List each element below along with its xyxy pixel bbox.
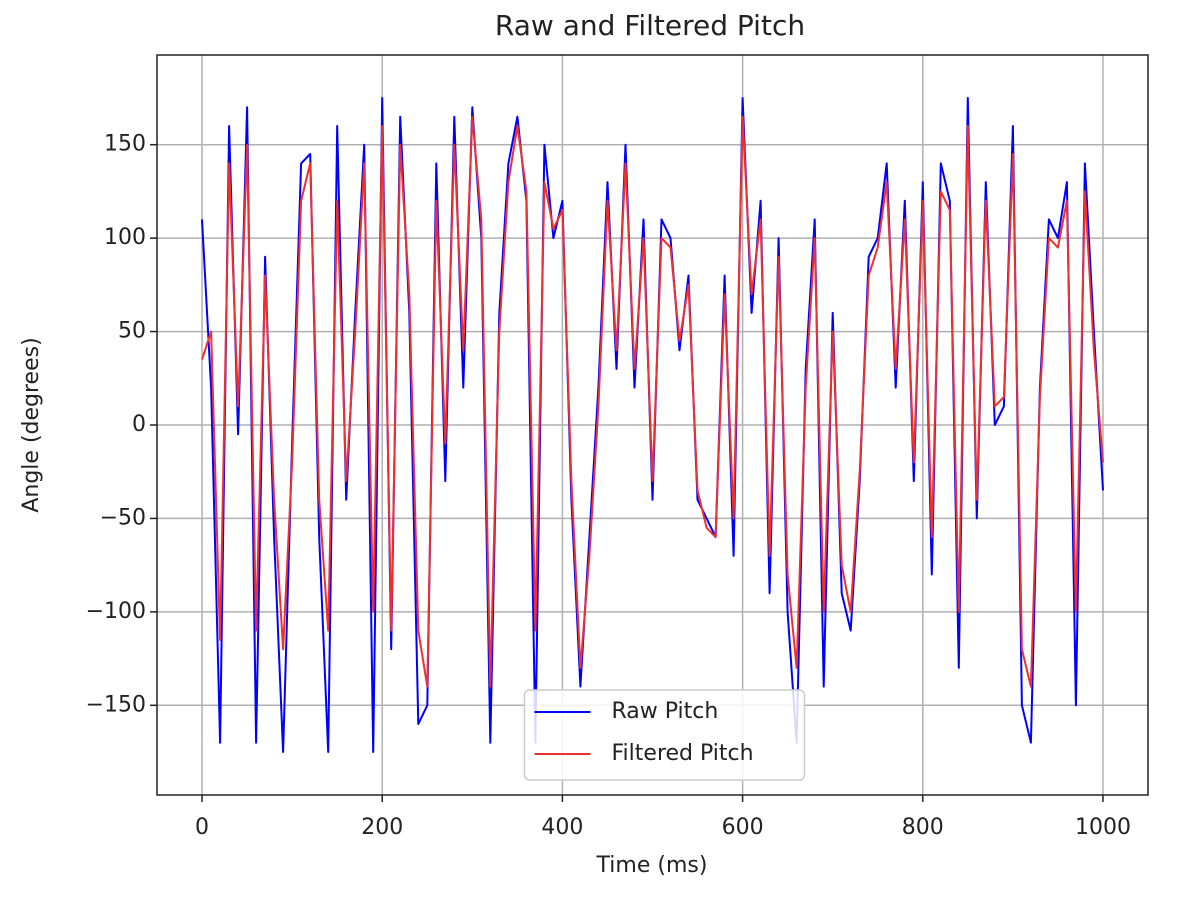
x-tick-label: 0 <box>195 815 209 840</box>
y-tick-label: 50 <box>118 319 146 344</box>
y-tick-label: 100 <box>104 225 146 250</box>
chart-title: Raw and Filtered Pitch <box>495 9 805 42</box>
y-axis-label: Angle (degrees) <box>19 337 44 512</box>
y-tick-label: 0 <box>132 412 146 437</box>
x-tick-label: 400 <box>541 815 583 840</box>
x-tick-label: 800 <box>902 815 944 840</box>
legend-label: Raw Pitch <box>612 699 719 724</box>
x-tick-label: 200 <box>361 815 403 840</box>
plot-frame <box>156 54 1149 796</box>
legend-box <box>523 689 806 781</box>
y-tick-label: −100 <box>86 599 146 624</box>
x-tick-label: 1000 <box>1075 815 1131 840</box>
y-tick-label: −150 <box>86 692 146 717</box>
y-tick-label: 150 <box>104 132 146 157</box>
y-tick-label: −50 <box>100 505 146 530</box>
legend-label: Filtered Pitch <box>612 741 754 766</box>
series-line <box>201 115 1104 688</box>
x-axis-label: Time (ms) <box>596 853 708 878</box>
x-tick-label: 600 <box>722 815 764 840</box>
